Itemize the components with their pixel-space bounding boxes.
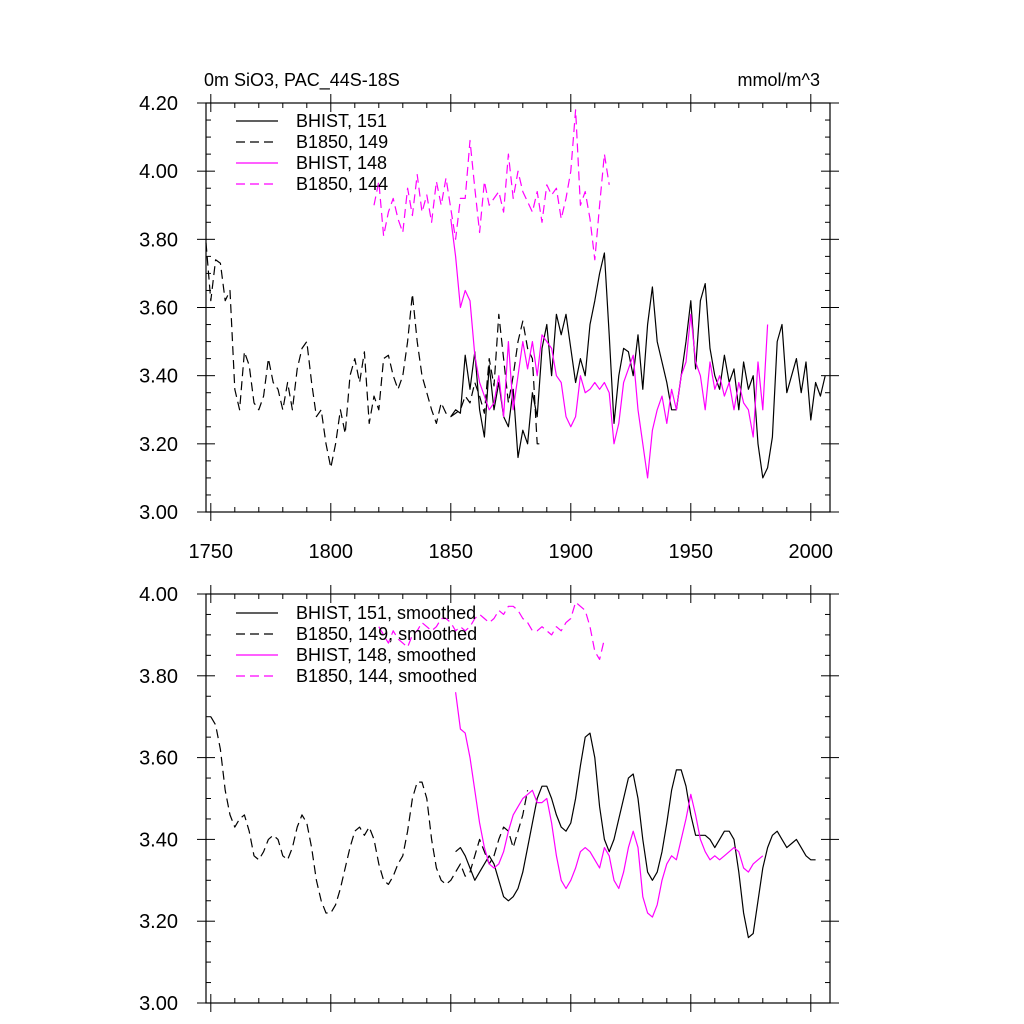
y-tick-label: 4.00 <box>139 584 178 606</box>
y-tick-label: 3.00 <box>139 993 178 1015</box>
series-line <box>450 218 769 479</box>
x-tick-label: 1800 <box>309 541 354 563</box>
y-tick-label: 3.80 <box>139 229 178 251</box>
legend-label: BHIST, 148, smoothed <box>296 645 476 665</box>
y-tick-label: 3.80 <box>139 666 178 688</box>
y-tick-label: 4.20 <box>139 93 178 115</box>
top-chart-units: mmol/m^3 <box>738 70 820 90</box>
y-tick-label: 4.00 <box>139 161 178 183</box>
series-line <box>455 692 764 918</box>
top-chart-title: 0m SiO3, PAC_44S-18S <box>204 70 400 91</box>
legend-label: B1850, 144, smoothed <box>296 666 477 686</box>
y-tick-label: 3.40 <box>139 366 178 388</box>
series-line <box>373 109 610 261</box>
bottom-chart: 3.00 3.20 3.40 3.60 3.80 4.00 BHIST, 151, smoo… <box>139 584 839 1015</box>
y-tick-label: 3.40 <box>139 829 178 851</box>
x-tick-label: 2000 <box>789 541 834 563</box>
legend-label: BHIST, 148 <box>296 153 387 173</box>
top-chart: 1750 1800 1850 1900 1950 2000 3.00 3.20 3.40 3.60… <box>139 93 839 563</box>
y-tick-label: 3.20 <box>139 434 178 456</box>
legend-label: B1850, 149 <box>296 132 388 152</box>
x-tick-label: 1950 <box>669 541 714 563</box>
legend-label: B1850, 149, smoothed <box>296 624 477 644</box>
x-tick-label: 1750 <box>189 541 234 563</box>
series-line <box>450 252 826 479</box>
series-line <box>210 716 529 914</box>
y-tick-label: 3.00 <box>139 502 178 524</box>
x-tick-label: 1850 <box>429 541 474 563</box>
legend-label: B1850, 144 <box>296 174 388 194</box>
series-line <box>378 601 605 661</box>
series-line <box>455 732 816 939</box>
legend-label: BHIST, 151, smoothed <box>296 603 476 623</box>
x-tick-label: 1900 <box>549 541 594 563</box>
series-line <box>205 242 542 469</box>
y-tick-label: 3.20 <box>139 911 178 933</box>
legend-label: BHIST, 151 <box>296 111 387 131</box>
y-tick-label: 3.60 <box>139 748 178 770</box>
y-tick-label: 3.60 <box>139 298 178 320</box>
